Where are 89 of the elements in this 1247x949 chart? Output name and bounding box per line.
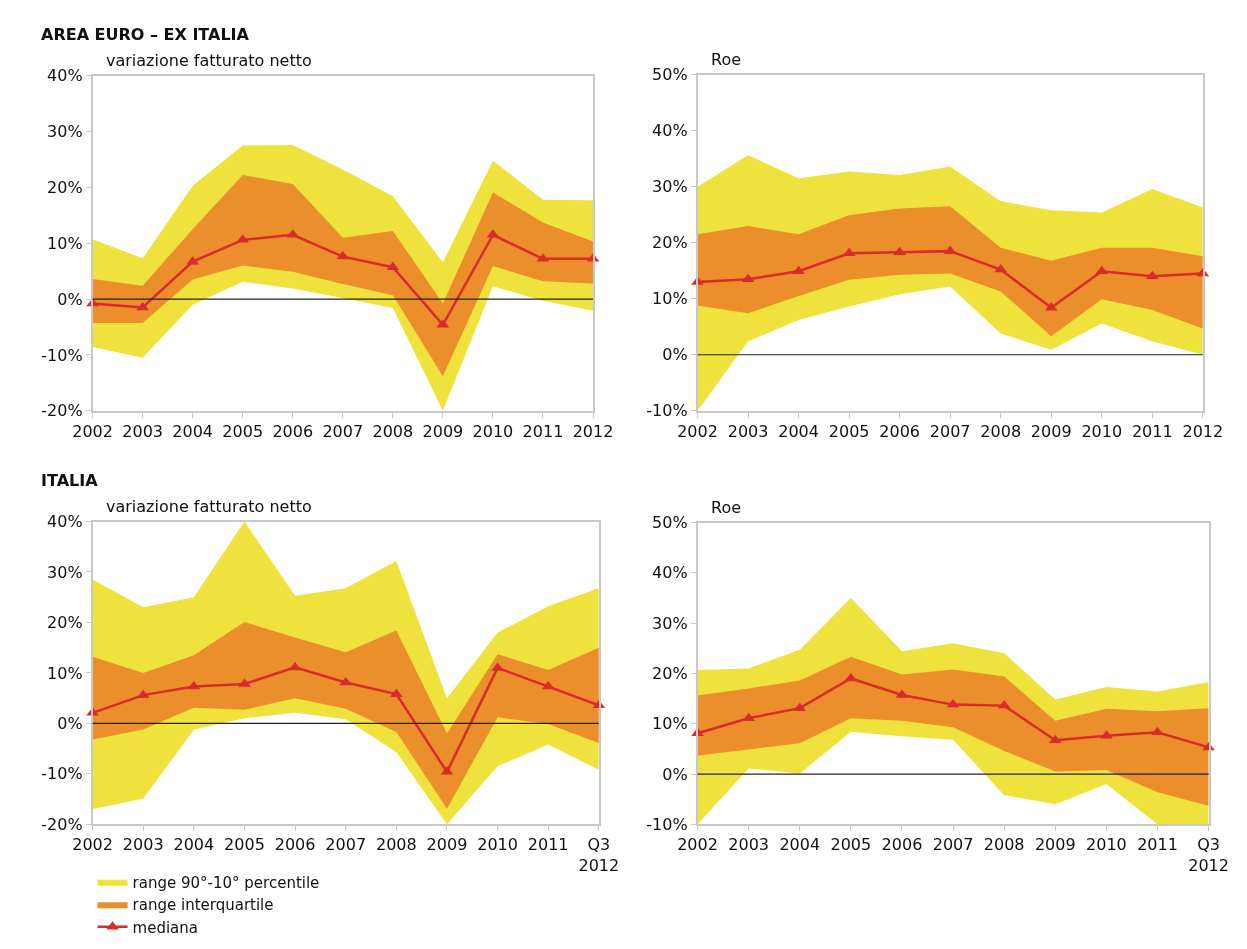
- x-tick-label: 2006: [274, 835, 316, 855]
- x-tick-label: 2005: [828, 421, 870, 441]
- y-tick-label: 10%: [652, 714, 688, 734]
- x-tick-label: 2012: [572, 421, 614, 441]
- x-tick-label: 2002: [72, 421, 113, 441]
- legend-label: mediana: [132, 918, 199, 937]
- x-tick-label: 2008: [980, 421, 1022, 441]
- y-tick-label: -10%: [41, 764, 83, 784]
- y-axis-title: variazione fatturato netto: [106, 497, 312, 516]
- y-tick-label: -10%: [646, 814, 688, 834]
- x-tick-label: 2004: [172, 421, 214, 441]
- x-tick-label: 2010: [1086, 835, 1127, 855]
- chart-title: ITALIA: [41, 471, 99, 490]
- legend-label: range 90°-10° percentile: [132, 873, 320, 892]
- x-tick-label: 2012: [1182, 421, 1224, 441]
- x-tick-label: 2002: [72, 835, 113, 855]
- point: [842, 247, 856, 257]
- x-tick-label: 2005: [222, 421, 264, 441]
- y-tick-label: 0%: [57, 714, 83, 734]
- x-tick-label: 2011: [527, 835, 569, 855]
- y-tick-label: 30%: [47, 562, 83, 582]
- point: [844, 672, 858, 682]
- x-tick-label: 2003: [727, 421, 769, 441]
- y-tick-label: 40%: [47, 66, 83, 86]
- x-tick-label: 2006: [879, 421, 921, 441]
- y-tick-label: 40%: [652, 121, 688, 141]
- y-tick-label: 20%: [47, 613, 83, 633]
- y-axis-title: variazione fatturato netto: [106, 51, 312, 70]
- x-tick-label: 2008: [375, 835, 417, 855]
- point: [1145, 270, 1159, 280]
- x-tick-label: 2011: [522, 421, 564, 441]
- x-tick-label: 2003: [122, 835, 164, 855]
- x-tick-label: 2003: [122, 421, 163, 441]
- x-tick-label: 2007: [929, 421, 971, 441]
- y-tick-label: -20%: [41, 401, 83, 421]
- y-tick-label: 40%: [47, 512, 83, 532]
- x-tick-label: Q3 2012: [578, 835, 620, 876]
- y-tick-label: 20%: [47, 177, 83, 197]
- point: [136, 301, 149, 311]
- x-tick-label: 2006: [272, 421, 314, 441]
- point: [288, 661, 302, 671]
- y-tick-label: 50%: [652, 513, 688, 533]
- y-tick-label: 10%: [47, 233, 83, 253]
- x-tick-label: 2009: [1030, 421, 1072, 441]
- x-tick-label: 2004: [778, 421, 819, 441]
- y-tick-label: 20%: [652, 233, 688, 253]
- y-tick-label: 0%: [57, 289, 83, 309]
- x-tick-label: 2010: [1081, 421, 1123, 441]
- x-tick-label: 2002: [677, 835, 718, 855]
- x-tick-label: 2011: [1131, 421, 1173, 441]
- x-tick-label: 2007: [325, 835, 367, 855]
- y-tick-label: 10%: [47, 663, 83, 683]
- x-tick-label: 2009: [1034, 835, 1076, 855]
- x-tick-label: 2002: [677, 421, 718, 441]
- y-tick-label: 50%: [652, 65, 688, 85]
- point: [1048, 734, 1062, 744]
- point: [1095, 265, 1109, 275]
- x-tick-label: 2003: [728, 835, 770, 855]
- x-tick-label: 2008: [372, 421, 414, 441]
- y-tick-label: 0%: [662, 345, 688, 365]
- x-tick-label: 2008: [983, 835, 1025, 855]
- y-tick-label: 0%: [662, 764, 688, 784]
- y-tick-label: -20%: [41, 814, 83, 834]
- y-tick-label: -10%: [41, 345, 83, 365]
- x-tick-label: 2007: [932, 835, 974, 855]
- x-tick-label: 2011: [1137, 835, 1178, 855]
- x-tick-label: Q3 2012: [1188, 835, 1229, 876]
- y-axis-title: Roe: [711, 50, 742, 69]
- y-tick-label: 30%: [652, 613, 688, 633]
- y-axis-title: Roe: [711, 498, 742, 517]
- x-tick-label: 2010: [472, 421, 514, 441]
- x-tick-label: 2004: [173, 835, 215, 855]
- x-tick-label: 2005: [224, 835, 265, 855]
- y-tick-label: 30%: [652, 177, 688, 197]
- chart-title: AREA EURO – EX ITALIA: [41, 25, 250, 44]
- point: [792, 265, 805, 275]
- x-tick-label: 2009: [422, 421, 464, 441]
- y-tick-label: 30%: [47, 122, 83, 142]
- x-tick-label: 2009: [426, 835, 468, 855]
- x-tick-label: 2004: [779, 835, 821, 855]
- x-tick-label: 2010: [477, 835, 518, 855]
- x-tick-label: 2005: [830, 835, 872, 855]
- y-tick-label: 40%: [652, 563, 688, 583]
- x-tick-label: 2007: [322, 421, 364, 441]
- y-tick-label: -10%: [646, 401, 688, 421]
- legend-label: range interquartile: [132, 896, 274, 915]
- y-tick-label: 20%: [652, 664, 688, 684]
- y-tick-label: 10%: [652, 289, 688, 309]
- x-tick-label: 2006: [881, 835, 923, 855]
